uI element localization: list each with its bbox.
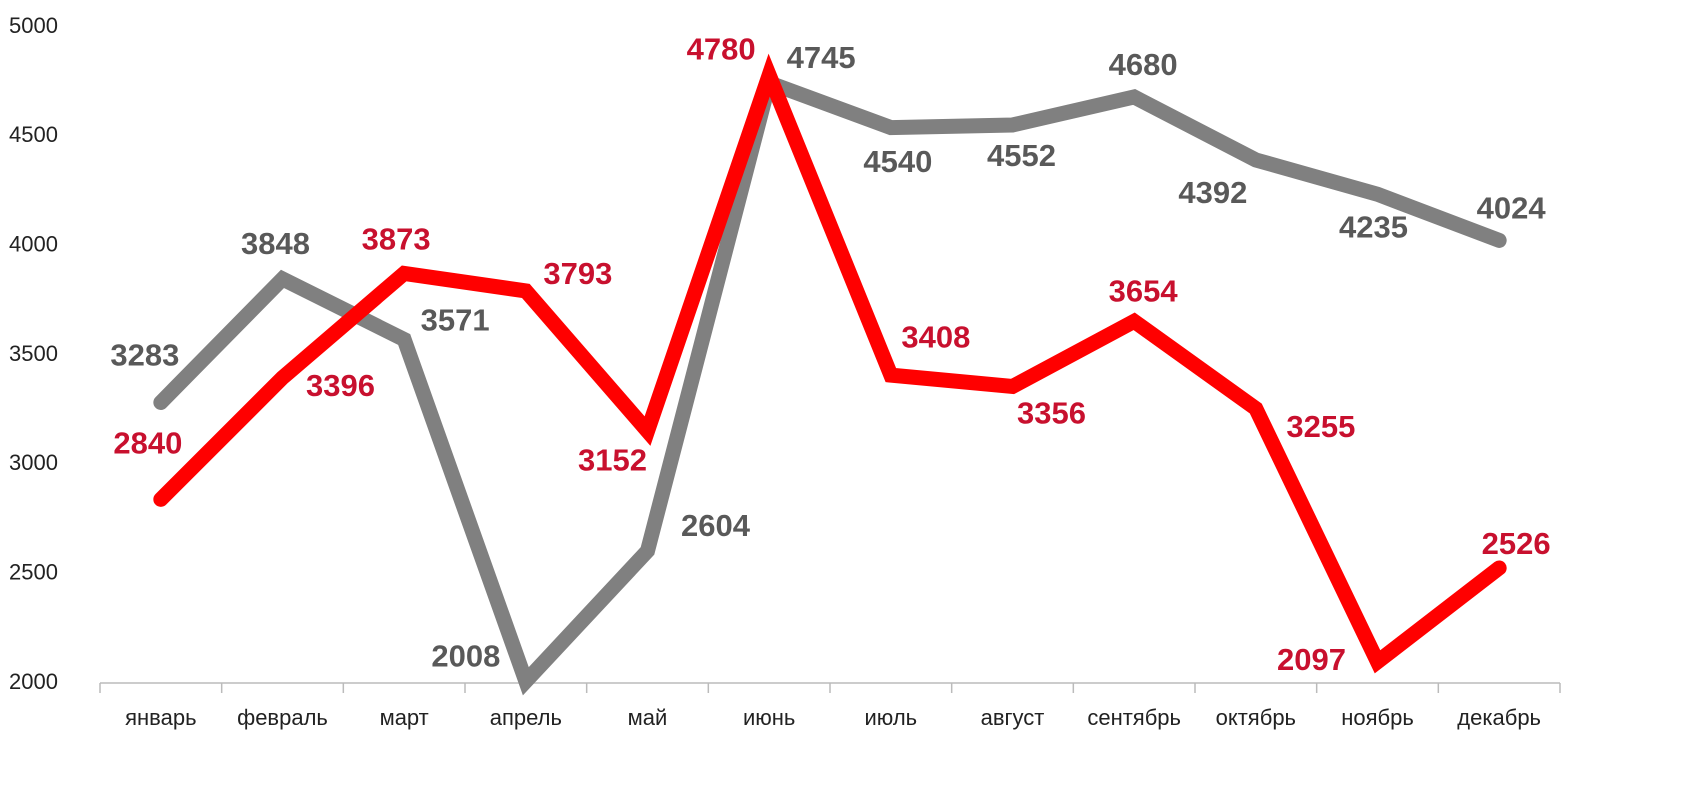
data-label: 4680 [1109,47,1178,82]
y-tick-label: 3000 [9,450,58,475]
data-label: 2008 [431,638,500,673]
data-label: 3356 [1017,396,1086,431]
data-label: 3793 [543,256,612,291]
data-label: 4392 [1178,175,1247,210]
x-tick-label: ноябрь [1341,705,1414,730]
y-tick-label: 2500 [9,559,58,584]
data-label: 3848 [241,226,310,261]
x-tick-label: июль [865,705,918,730]
series-line [153,72,1507,696]
data-label: 2604 [681,508,751,543]
y-tick-label: 4000 [9,231,58,256]
y-tick-label: 4500 [9,122,58,147]
data-label: 2097 [1277,642,1346,677]
data-label: 3152 [578,442,647,477]
x-tick-label: январь [125,705,196,730]
data-label: 4745 [787,40,856,75]
y-tick-label: 3500 [9,341,58,366]
data-label: 3571 [421,303,490,338]
data-label: 3396 [306,368,375,403]
x-tick-label: август [981,705,1045,730]
x-tick-label: апрель [490,705,562,730]
data-label: 4540 [863,144,932,179]
data-label: 3873 [362,222,431,257]
x-tick-label: сентябрь [1087,705,1181,730]
data-label: 4235 [1339,209,1408,244]
x-tick-label: июнь [743,705,795,730]
x-tick-label: октябрь [1216,705,1296,730]
data-label: 2526 [1482,526,1551,561]
y-tick-label: 5000 [9,13,58,38]
data-label: 3408 [901,319,970,354]
series-line [153,53,1507,674]
data-label: 4552 [987,138,1056,173]
data-label: 3283 [110,338,179,373]
x-tick-label: май [628,705,668,730]
data-label: 4024 [1477,191,1547,226]
data-label: 2840 [113,426,182,461]
data-label: 3255 [1286,409,1355,444]
x-tick-label: декабрь [1457,705,1541,730]
y-tick-label: 2000 [9,669,58,694]
x-tick-label: февраль [237,705,328,730]
data-label: 4780 [687,31,756,66]
data-label: 3654 [1109,274,1179,309]
x-tick-label: март [380,705,429,730]
